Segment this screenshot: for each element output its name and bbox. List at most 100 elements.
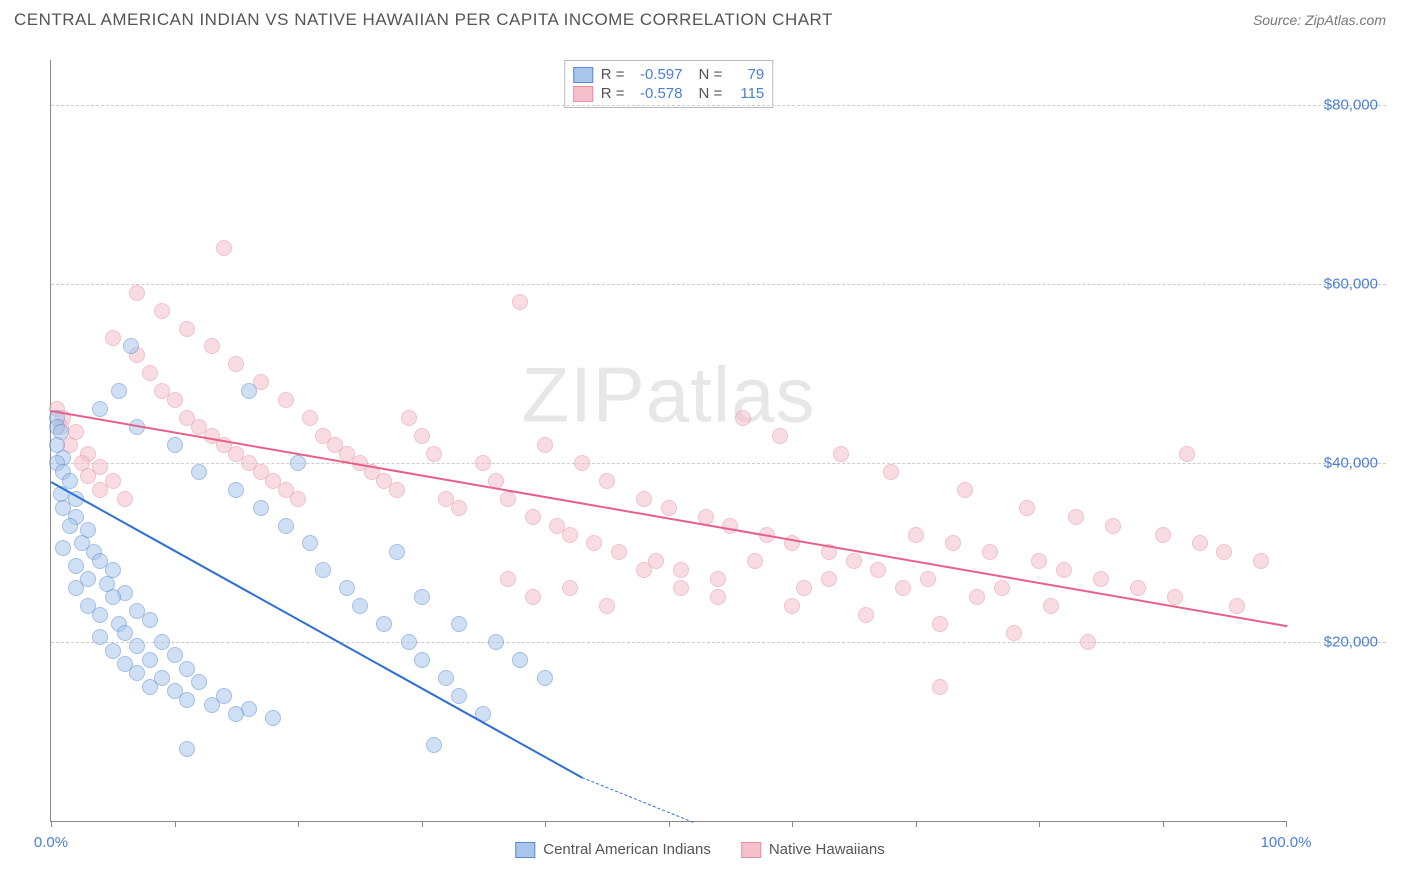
stats-row: R =-0.578 N =115 (573, 84, 765, 103)
scatter-point (920, 571, 936, 587)
scatter-point (142, 612, 158, 628)
scatter-point (562, 527, 578, 543)
scatter-point (142, 679, 158, 695)
chart-container: Per Capita Income ZIPatlas R =-0.597 N =… (14, 40, 1386, 862)
scatter-point (253, 500, 269, 516)
scatter-point (1019, 500, 1035, 516)
scatter-point (105, 589, 121, 605)
scatter-point (167, 392, 183, 408)
scatter-point (426, 446, 442, 462)
scatter-point (451, 688, 467, 704)
scatter-point (833, 446, 849, 462)
scatter-point (154, 634, 170, 650)
legend-swatch (515, 842, 535, 858)
scatter-point (957, 482, 973, 498)
scatter-point (488, 634, 504, 650)
legend-swatch (573, 86, 593, 102)
scatter-point (167, 647, 183, 663)
scatter-point (278, 392, 294, 408)
stat-n-value: 115 (730, 85, 764, 102)
scatter-point (204, 338, 220, 354)
scatter-point (772, 428, 788, 444)
scatter-point (389, 482, 405, 498)
x-tick-label: 100.0% (1261, 834, 1312, 851)
scatter-point (401, 634, 417, 650)
scatter-point (92, 401, 108, 417)
scatter-point (1192, 535, 1208, 551)
plot-area: ZIPatlas R =-0.597 N =79R =-0.578 N =115… (50, 60, 1286, 822)
scatter-point (451, 500, 467, 516)
x-tick (545, 821, 546, 827)
scatter-point (179, 321, 195, 337)
stats-row: R = -0.597 N = 79 (573, 65, 765, 84)
gridline (51, 105, 1386, 106)
scatter-point (883, 464, 899, 480)
legend-swatch (573, 67, 593, 83)
scatter-point (389, 544, 405, 560)
stat-n-value: 79 (730, 66, 764, 83)
scatter-point (796, 580, 812, 596)
scatter-point (611, 544, 627, 560)
scatter-point (599, 473, 615, 489)
scatter-point (895, 580, 911, 596)
scatter-point (117, 625, 133, 641)
x-tick (669, 821, 670, 827)
scatter-point (525, 509, 541, 525)
scatter-point (68, 580, 84, 596)
chart-title: CENTRAL AMERICAN INDIAN VS NATIVE HAWAII… (14, 10, 833, 30)
scatter-point (1229, 598, 1245, 614)
scatter-point (414, 652, 430, 668)
scatter-point (241, 383, 257, 399)
trend-line-extrapolated (582, 777, 694, 823)
scatter-point (179, 661, 195, 677)
scatter-point (92, 482, 108, 498)
scatter-point (636, 491, 652, 507)
stat-n-label: N = (699, 66, 723, 83)
scatter-point (1006, 625, 1022, 641)
scatter-point (290, 455, 306, 471)
scatter-point (438, 670, 454, 686)
legend-item: Central American Indians (515, 841, 711, 858)
scatter-point (500, 571, 516, 587)
scatter-point (562, 580, 578, 596)
scatter-point (1056, 562, 1072, 578)
scatter-point (426, 737, 442, 753)
scatter-point (80, 468, 96, 484)
scatter-point (1105, 518, 1121, 534)
x-tick (422, 821, 423, 827)
scatter-point (994, 580, 1010, 596)
scatter-point (414, 428, 430, 444)
stat-r-value: -0.597 (633, 66, 683, 83)
scatter-point (339, 580, 355, 596)
scatter-point (451, 616, 467, 632)
scatter-point (1068, 509, 1084, 525)
scatter-point (414, 589, 430, 605)
stat-n-label: N = (699, 85, 723, 102)
scatter-point (982, 544, 998, 560)
scatter-point (290, 491, 306, 507)
trend-line (51, 410, 1287, 627)
scatter-point (228, 482, 244, 498)
scatter-point (586, 535, 602, 551)
scatter-point (117, 491, 133, 507)
scatter-point (870, 562, 886, 578)
scatter-point (1253, 553, 1269, 569)
x-tick (1163, 821, 1164, 827)
scatter-point (302, 410, 318, 426)
stat-r-label: R = (601, 66, 625, 83)
scatter-point (142, 652, 158, 668)
scatter-point (599, 598, 615, 614)
scatter-point (228, 356, 244, 372)
legend-swatch (741, 842, 761, 858)
scatter-point (1167, 589, 1183, 605)
x-tick (175, 821, 176, 827)
scatter-point (68, 558, 84, 574)
scatter-point (636, 562, 652, 578)
scatter-point (537, 437, 553, 453)
scatter-point (123, 338, 139, 354)
scatter-point (1080, 634, 1096, 650)
scatter-point (129, 638, 145, 654)
scatter-point (129, 285, 145, 301)
scatter-point (154, 303, 170, 319)
scatter-point (352, 598, 368, 614)
